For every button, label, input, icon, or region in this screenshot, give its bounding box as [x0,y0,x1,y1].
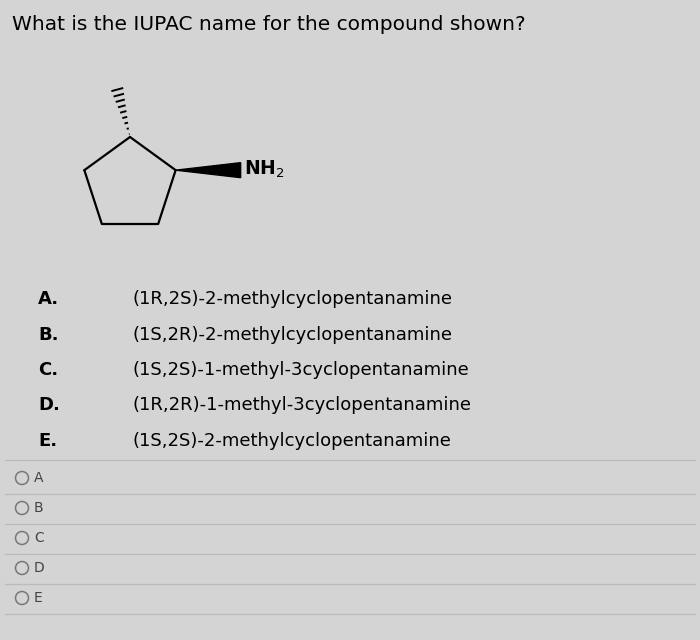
Text: (1S,2S)-2-methylcyclopentanamine: (1S,2S)-2-methylcyclopentanamine [132,432,451,450]
Text: NH$_2$: NH$_2$ [244,159,284,180]
Text: (1S,2S)-1-methyl-3cyclopentanamine: (1S,2S)-1-methyl-3cyclopentanamine [132,361,469,379]
Circle shape [15,502,29,515]
Text: C: C [34,531,43,545]
Text: B.: B. [38,326,59,344]
Circle shape [15,591,29,605]
Text: C.: C. [38,361,58,379]
Text: D.: D. [38,397,60,415]
Text: E.: E. [38,432,57,450]
Text: What is the IUPAC name for the compound shown?: What is the IUPAC name for the compound … [12,15,526,34]
Text: (1S,2R)-2-methylcyclopentanamine: (1S,2R)-2-methylcyclopentanamine [132,326,452,344]
Circle shape [15,561,29,575]
Circle shape [15,531,29,545]
Circle shape [15,472,29,484]
Text: E: E [34,591,43,605]
Text: D: D [34,561,45,575]
Text: B: B [34,501,43,515]
Text: (1R,2R)-1-methyl-3cyclopentanamine: (1R,2R)-1-methyl-3cyclopentanamine [132,397,471,415]
Text: A: A [34,471,43,485]
Text: (1R,2S)-2-methylcyclopentanamine: (1R,2S)-2-methylcyclopentanamine [132,290,452,308]
Text: A.: A. [38,290,59,308]
Polygon shape [176,163,241,178]
